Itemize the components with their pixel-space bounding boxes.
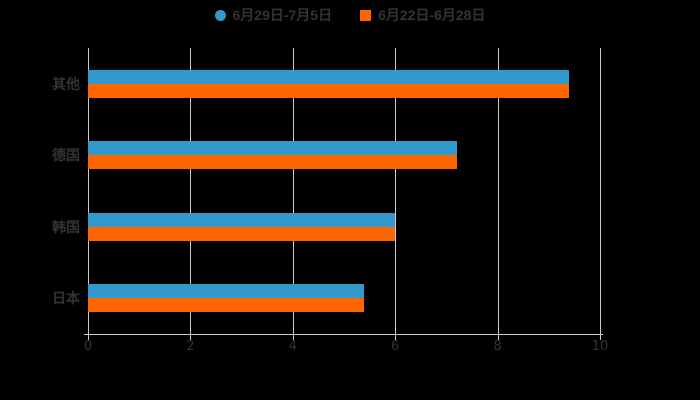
x-axis-tick [190,334,192,340]
bar-series-1-韩国[interactable] [88,226,396,241]
x-axis-tick-label: 8 [493,339,502,354]
bar-value-label: 9.4 [575,69,592,84]
legend-item-series-0[interactable]: 6月29日-7月5日 [214,5,333,25]
y-axis-label-日本: 日本 [52,290,80,307]
y-axis-label-德国: 德国 [52,147,80,164]
bar-series-1-日本[interactable] [88,298,365,313]
x-axis-tick-label: 4 [288,339,297,354]
x-axis-tick [292,334,294,340]
x-axis-tick [600,334,601,340]
legend-label-series-0: 6月29日-7月5日 [232,7,333,23]
x-axis-tick-label: 6 [391,339,400,354]
gridline [292,48,294,334]
x-axis-tick [395,334,397,340]
gridline [190,48,192,334]
bar-value-label: 9.4 [575,83,592,98]
legend-label-series-1: 6月22日-6月28日 [378,7,486,23]
legend-item-series-1[interactable]: 6月22日-6月28日 [360,5,485,25]
plot-area: 9.4 9.4 7.2 7.2 6.0 6.0 5.4 5.4 [88,48,601,334]
bar-value-label: 5.4 [370,284,388,299]
bar-value-label: 7.2 [462,141,480,156]
gridline [395,48,397,334]
x-axis-tick-label: 2 [186,339,195,354]
bar-series-0-韩国[interactable] [88,212,396,227]
gridline [600,48,601,334]
bar-value-label: 7.2 [462,155,480,170]
bar-series-0-日本[interactable] [88,284,365,299]
legend-circle-marker-icon [214,9,226,21]
bar-value-label: 6.0 [401,212,418,227]
bar-value-label: 6.0 [401,226,418,241]
x-axis-tick [88,334,89,340]
legend: 6月29日-7月5日 6月22日-6月28日 [0,4,700,26]
bar-series-1-其他[interactable] [88,83,570,98]
x-axis-tick [497,334,499,340]
bar-series-0-其他[interactable] [88,69,570,84]
y-axis-label-其他: 其他 [52,75,80,92]
gridline [88,48,89,334]
legend-square-marker-icon [360,9,372,21]
gridline [497,48,499,334]
x-axis-tick-label: 0 [83,339,93,354]
bar-value-label: 5.4 [370,298,388,313]
x-axis-tick-label: 10 [591,339,609,354]
bar-series-1-德国[interactable] [88,155,457,170]
y-axis-label-韩国: 韩国 [52,218,80,235]
x-axis-line [84,334,603,335]
bar-series-0-德国[interactable] [88,141,457,156]
